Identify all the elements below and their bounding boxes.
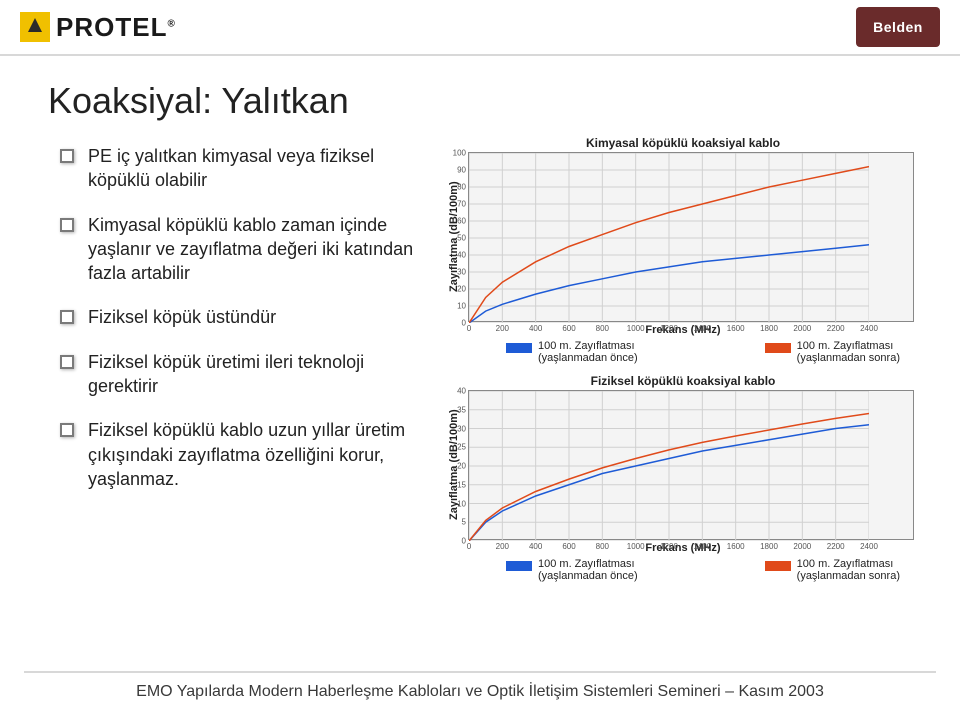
xtick-label: 1800 (760, 324, 778, 333)
ytick-label: 20 (457, 462, 469, 471)
bullet-icon (60, 355, 74, 369)
ytick-label: 90 (457, 166, 469, 175)
legend-item: 100 m. Zayıflatması(yaşlanmadan önce) (506, 340, 638, 364)
legend-swatch (506, 343, 532, 353)
ytick-label: 50 (457, 234, 469, 243)
ytick-label: 60 (457, 217, 469, 226)
xtick-label: 1000 (627, 324, 645, 333)
slide-footer: EMO Yapılarda Modern Haberleşme Kablolar… (0, 683, 960, 701)
xtick-label: 800 (596, 542, 609, 551)
xtick-label: 200 (496, 324, 509, 333)
xtick-label: 600 (562, 324, 575, 333)
bullet-item: Fiziksel köpük üstündür (60, 305, 430, 329)
ytick-label: 100 (453, 149, 469, 158)
xtick-label: 400 (529, 542, 542, 551)
logo-belden: Belden (856, 7, 940, 47)
chart-2: Fiziksel köpüklü koaksiyal kablo Zayıfla… (446, 374, 920, 582)
xtick-label: 1400 (693, 324, 711, 333)
legend-label: 100 m. Zayıflatması(yaşlanmadan sonra) (797, 558, 900, 582)
ytick-label: 40 (457, 251, 469, 260)
legend-swatch (506, 561, 532, 571)
bullet-text: Kimyasal köpüklü kablo zaman içinde yaşl… (88, 213, 430, 286)
xtick-label: 1800 (760, 542, 778, 551)
ytick-label: 30 (457, 424, 469, 433)
charts-column: Kimyasal köpüklü koaksiyal kablo Zayıfla… (446, 136, 920, 582)
chart-1-title: Kimyasal köpüklü koaksiyal kablo (446, 136, 920, 150)
xtick-label: 600 (562, 542, 575, 551)
xtick-label: 2200 (827, 324, 845, 333)
protel-icon (20, 12, 50, 42)
legend-swatch (765, 343, 791, 353)
ytick-label: 0 (462, 537, 469, 546)
bullet-item: Fiziksel köpük üretimi ileri teknoloji g… (60, 350, 430, 399)
bullet-icon (60, 149, 74, 163)
chart-1-canvas: 0200400600800100012001400160018002000220… (468, 152, 914, 322)
ytick-label: 35 (457, 405, 469, 414)
bullet-text: PE iç yalıtkan kimyasal veya fiziksel kö… (88, 144, 430, 193)
xtick-label: 400 (529, 324, 542, 333)
legend-swatch (765, 561, 791, 571)
chart-2-title: Fiziksel köpüklü koaksiyal kablo (446, 374, 920, 388)
bullet-text: Fiziksel köpüklü kablo uzun yıllar üreti… (88, 418, 430, 491)
ytick-label: 15 (457, 480, 469, 489)
legend-item: 100 m. Zayıflatması(yaşlanmadan sonra) (765, 340, 900, 364)
xtick-label: 2200 (827, 542, 845, 551)
legend-label: 100 m. Zayıflatması(yaşlanmadan önce) (538, 558, 638, 582)
bullet-icon (60, 218, 74, 232)
chart-1-legend: 100 m. Zayıflatması(yaşlanmadan önce) 100… (446, 336, 920, 364)
bullet-item: PE iç yalıtkan kimyasal veya fiziksel kö… (60, 144, 430, 193)
slide-content: PE iç yalıtkan kimyasal veya fiziksel kö… (0, 136, 960, 582)
bullet-item: Kimyasal köpüklü kablo zaman içinde yaşl… (60, 213, 430, 286)
xtick-label: 1200 (660, 542, 678, 551)
chart-svg (469, 391, 869, 541)
ytick-label: 10 (457, 499, 469, 508)
xtick-label: 2000 (793, 324, 811, 333)
xtick-label: 2400 (860, 542, 878, 551)
chart-svg (469, 153, 869, 323)
protel-logo-text: PROTEL® (56, 12, 176, 43)
legend-item: 100 m. Zayıflatması(yaşlanmadan önce) (506, 558, 638, 582)
ytick-label: 0 (462, 319, 469, 328)
chart-2-xlabel: Frekans (MHz) (446, 542, 920, 554)
legend-item: 100 m. Zayıflatması(yaşlanmadan sonra) (765, 558, 900, 582)
chart-1-xlabel: Frekans (MHz) (446, 324, 920, 336)
bullet-icon (60, 310, 74, 324)
bullet-text: Fiziksel köpük üstündür (88, 305, 276, 329)
chart-1: Kimyasal köpüklü koaksiyal kablo Zayıfla… (446, 136, 920, 364)
chart-2-legend: 100 m. Zayıflatması(yaşlanmadan önce) 100… (446, 554, 920, 582)
slide-header: PROTEL® Belden (0, 0, 960, 56)
legend-label: 100 m. Zayıflatması(yaşlanmadan önce) (538, 340, 638, 364)
legend-label: 100 m. Zayıflatması(yaşlanmadan sonra) (797, 340, 900, 364)
ytick-label: 25 (457, 443, 469, 452)
ytick-label: 30 (457, 268, 469, 277)
xtick-label: 200 (496, 542, 509, 551)
logo-protel: PROTEL® (20, 12, 176, 43)
bullet-text: Fiziksel köpük üretimi ileri teknoloji g… (88, 350, 430, 399)
ytick-label: 80 (457, 183, 469, 192)
xtick-label: 800 (596, 324, 609, 333)
ytick-label: 10 (457, 302, 469, 311)
ytick-label: 70 (457, 200, 469, 209)
xtick-label: 1200 (660, 324, 678, 333)
bullet-icon (60, 423, 74, 437)
xtick-label: 2400 (860, 324, 878, 333)
xtick-label: 1600 (727, 324, 745, 333)
bullet-list: PE iç yalıtkan kimyasal veya fiziksel kö… (40, 136, 430, 582)
ytick-label: 20 (457, 285, 469, 294)
xtick-label: 1600 (727, 542, 745, 551)
ytick-label: 40 (457, 387, 469, 396)
ytick-label: 5 (462, 518, 469, 527)
slide-title: Koaksiyal: Yalıtkan (0, 56, 960, 136)
chart-2-canvas: 0200400600800100012001400160018002000220… (468, 390, 914, 540)
xtick-label: 2000 (793, 542, 811, 551)
xtick-label: 1400 (693, 542, 711, 551)
xtick-label: 1000 (627, 542, 645, 551)
bullet-item: Fiziksel köpüklü kablo uzun yıllar üreti… (60, 418, 430, 491)
